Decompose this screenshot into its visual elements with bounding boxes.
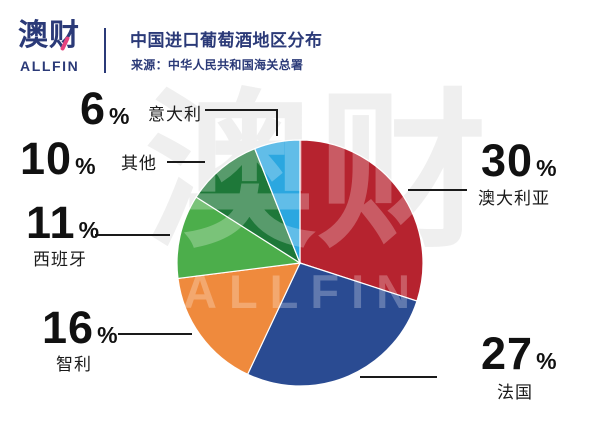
- pie-slice-italy: [253, 139, 301, 264]
- pie-slice-chile: [177, 262, 302, 376]
- label-france-value: 27 %: [481, 328, 557, 379]
- pie-chart: [176, 139, 424, 387]
- page-source: 来源：中华人民共和国海关总署: [131, 58, 304, 72]
- label-france-name: 法国: [497, 383, 533, 402]
- logo-subtext: ALLFIN: [20, 58, 80, 74]
- percent-sign: %: [97, 322, 118, 349]
- spain-percent: 11: [26, 197, 76, 248]
- pie-slice-spain: [176, 196, 302, 280]
- percent-sign: %: [78, 217, 100, 244]
- label-italy-name: 意大利: [148, 105, 202, 124]
- label-chile-name: 智利: [56, 355, 92, 374]
- logo-text: 澳财: [18, 19, 80, 52]
- percent-sign: %: [536, 155, 557, 182]
- connector-italy: [205, 109, 278, 136]
- label-australia-value: 30 %: [481, 135, 557, 186]
- pie-slice-others: [195, 147, 302, 265]
- pie-slice-france: [246, 262, 418, 387]
- label-australia-name: 澳大利亚: [478, 189, 550, 208]
- label-italy-value: 6 %: [80, 83, 130, 134]
- label-spain-name: 西班牙: [33, 250, 87, 269]
- header-divider: [104, 28, 106, 73]
- label-others-value: 10 %: [20, 133, 96, 184]
- france-percent: 27: [481, 328, 534, 379]
- percent-sign: %: [109, 103, 130, 130]
- percent-sign: %: [75, 153, 96, 180]
- pie-chart-container: [175, 138, 425, 388]
- page-title: 中国进口葡萄酒地区分布: [130, 31, 323, 50]
- australia-percent: 30: [481, 135, 534, 186]
- pie-slice-australia: [299, 139, 424, 302]
- percent-sign: %: [536, 348, 557, 375]
- others-percent: 10: [20, 133, 73, 184]
- chile-percent: 16: [42, 302, 95, 353]
- label-spain-value: 11 %: [26, 197, 100, 248]
- label-chile-value: 16 %: [42, 302, 118, 353]
- label-others-name: 其他: [121, 154, 157, 173]
- italy-percent: 6: [80, 83, 107, 134]
